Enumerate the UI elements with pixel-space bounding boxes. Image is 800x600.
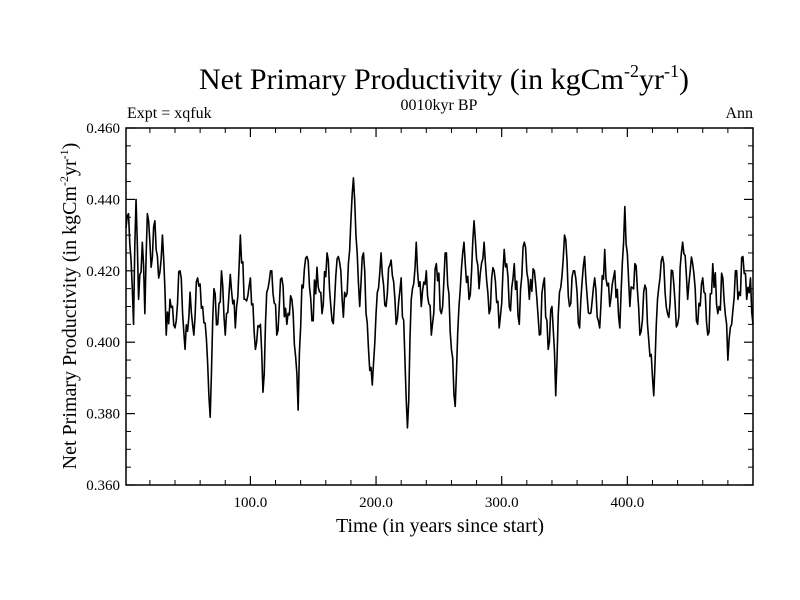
y-tick-label: 0.420 (86, 264, 120, 280)
y-tick-label: 0.380 (86, 407, 120, 423)
x-tick-label: 300.0 (485, 495, 519, 511)
y-tick-label: 0.460 (86, 121, 120, 137)
experiment-label: Expt = xqfuk (127, 105, 212, 122)
y-tick-label: 0.360 (86, 478, 120, 494)
chart-title: Net Primary Productivity (in kgCm-2yr-1) (199, 61, 689, 96)
x-axis-label: Time (in years since start) (336, 515, 544, 537)
x-tick-label: 100.0 (234, 495, 268, 511)
x-tick-label: 200.0 (359, 495, 393, 511)
y-tick-label: 0.400 (86, 335, 120, 351)
period-label: 0010kyr BP (401, 97, 478, 114)
y-axis-label: Net Primary Productivity (in kgCm-2yr-1) (57, 143, 81, 470)
plot-frame (125, 127, 754, 486)
y-tick-label: 0.440 (86, 192, 120, 208)
x-tick-label: 400.0 (610, 495, 644, 511)
axis-ticks: 100.0 200.0 300.0 400.0 0.360 0.380 0.400 0.420… (86, 121, 753, 511)
season-label: Ann (725, 105, 753, 122)
npp-series-line (125, 177, 754, 429)
